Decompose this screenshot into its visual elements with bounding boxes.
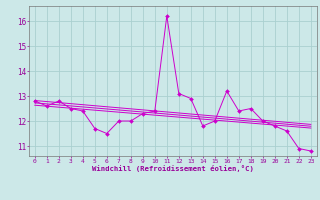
X-axis label: Windchill (Refroidissement éolien,°C): Windchill (Refroidissement éolien,°C) xyxy=(92,165,254,172)
